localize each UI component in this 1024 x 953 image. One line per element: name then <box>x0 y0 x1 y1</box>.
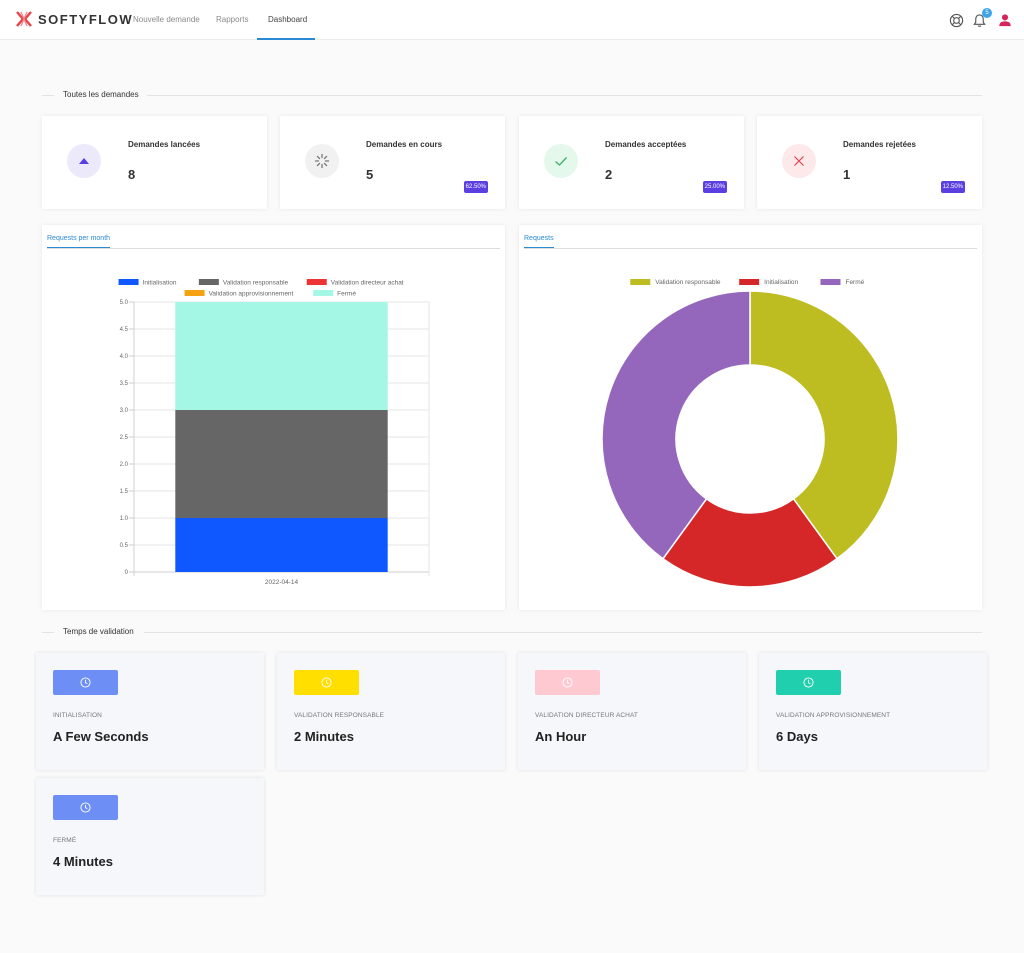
legend-swatch <box>630 279 651 285</box>
section-title-validation: Temps de validation <box>42 627 982 637</box>
stat-card-accepted: Demandes acceptées 2 25.00% <box>519 116 744 209</box>
section-title-requests: Toutes les demandes <box>42 90 982 100</box>
y-tick-label: 0.5 <box>120 543 129 549</box>
legend-swatch <box>184 290 205 296</box>
stat-label: Demandes lancées <box>128 140 201 149</box>
panel-requests-per-month: Requests per month Initialisation Validat… <box>42 225 505 610</box>
validation-card-responsable: VALIDATION RESPONSABLE 2 Minutes <box>277 653 505 770</box>
section-title-validation-text: Temps de validation <box>63 627 134 636</box>
legend-swatch <box>198 279 219 285</box>
clock-icon <box>776 670 841 695</box>
nav-rapports[interactable]: Rapports <box>216 15 249 24</box>
bar-segment <box>175 410 388 518</box>
legend-swatch <box>306 279 327 285</box>
nav-active-indicator <box>257 38 315 40</box>
stat-label: Demandes rejetées <box>843 140 916 149</box>
stat-value: 5 <box>366 167 374 182</box>
notification-badge: 5 <box>982 8 992 18</box>
stat-value: 8 <box>128 167 136 182</box>
validation-value: An Hour <box>535 729 587 744</box>
percent-badge: 25.00% <box>702 181 727 193</box>
bar-segment <box>175 302 388 410</box>
legend-label: Validation responsable <box>655 279 721 286</box>
clock-icon <box>53 670 118 695</box>
stat-card-in-progress: Demandes en cours 5 62.50% <box>280 116 505 209</box>
legend-label: Initialisation <box>764 279 798 286</box>
y-tick-label: 1.5 <box>120 489 129 495</box>
legend-label: Fermé <box>845 279 864 286</box>
y-tick-label: 1.0 <box>120 516 129 522</box>
nav-dashboard[interactable]: Dashboard <box>268 15 308 24</box>
stat-label: Demandes acceptées <box>605 140 687 149</box>
nav-nouvelle-demande[interactable]: Nouvelle demande <box>133 15 200 24</box>
tab-requests-per-month[interactable]: Requests per month <box>47 235 111 248</box>
y-tick-label: 0 <box>125 570 129 576</box>
donut-slice <box>601 290 751 560</box>
donut-chart: Validation responsable Initialisation Ferm… <box>601 279 899 588</box>
validation-card-ferme: FERMÉ 4 Minutes <box>36 778 264 895</box>
triangle-up-icon <box>67 144 101 178</box>
clock-icon <box>294 670 359 695</box>
legend-swatch <box>118 279 139 285</box>
clock-icon <box>53 795 118 820</box>
bar-chart: Initialisation Validation responsable Vali… <box>118 279 430 586</box>
panel-requests: Requests Validation responsable Initialis… <box>519 225 982 610</box>
brand-name: SOFTYFLOW <box>38 11 134 27</box>
donut-slice <box>749 290 899 560</box>
y-tick-label: 3.5 <box>120 381 129 387</box>
legend-swatch <box>820 279 841 285</box>
brand-logo[interactable]: SOFTYFLOW <box>16 11 133 27</box>
softyflow-logo-icon <box>16 11 32 27</box>
help-lifebuoy-icon[interactable] <box>948 12 964 28</box>
stat-card-launched: Demandes lancées 8 <box>42 116 267 209</box>
tab-requests[interactable]: Requests <box>524 235 554 248</box>
validation-value: 6 Days <box>776 729 818 744</box>
spinner-icon <box>305 144 339 178</box>
legend-swatch <box>739 279 760 285</box>
stat-value: 1 <box>843 167 851 182</box>
y-tick-label: 4.0 <box>120 354 129 360</box>
stat-label: Demandes en cours <box>366 140 443 149</box>
section-title-requests-text: Toutes les demandes <box>63 90 139 99</box>
validation-label: VALIDATION RESPONSABLE <box>294 712 385 719</box>
clock-icon <box>535 670 600 695</box>
y-tick-label: 3.0 <box>120 408 129 414</box>
close-icon <box>782 144 816 178</box>
user-icon[interactable] <box>997 12 1013 28</box>
bar-segment <box>175 518 388 572</box>
donut-slice <box>661 497 839 588</box>
stat-card-rejected: Demandes rejetées 1 12.50% <box>757 116 982 209</box>
x-tick-label: 2022-04-14 <box>265 579 299 586</box>
validation-card-directeur-achat: VALIDATION DIRECTEUR ACHAT An Hour <box>518 653 746 770</box>
bell-icon[interactable] <box>971 12 987 28</box>
validation-card-initialisation: INITIALISATION A Few Seconds <box>36 653 264 770</box>
stat-value: 2 <box>605 167 613 182</box>
validation-card-approvisionnement: VALIDATION APPROVISIONNEMENT 6 Days <box>759 653 987 770</box>
validation-value: A Few Seconds <box>53 729 149 744</box>
y-tick-label: 4.5 <box>120 327 129 333</box>
legend-label: Validation approvisionnement <box>209 291 294 298</box>
y-tick-label: 5.0 <box>120 300 129 306</box>
validation-value: 2 Minutes <box>294 729 354 744</box>
percent-badge: 12.50% <box>940 181 965 193</box>
validation-label: INITIALISATION <box>53 712 102 719</box>
percent-badge: 62.50% <box>463 181 488 193</box>
validation-label: VALIDATION APPROVISIONNEMENT <box>776 712 891 719</box>
check-icon <box>544 144 578 178</box>
legend-label: Initialisation <box>143 280 177 287</box>
validation-label: FERMÉ <box>53 837 77 844</box>
validation-label: VALIDATION DIRECTEUR ACHAT <box>535 712 639 719</box>
y-tick-label: 2.5 <box>120 435 129 441</box>
legend-label: Fermé <box>337 291 356 298</box>
validation-value: 4 Minutes <box>53 854 113 869</box>
y-tick-label: 2.0 <box>120 462 129 468</box>
legend-swatch <box>313 290 334 296</box>
legend-label: Validation directeur achat <box>331 280 404 287</box>
legend-label: Validation responsable <box>223 280 289 287</box>
top-navbar: SOFTYFLOW Nouvelle demande Rapports Dash… <box>0 0 1024 40</box>
